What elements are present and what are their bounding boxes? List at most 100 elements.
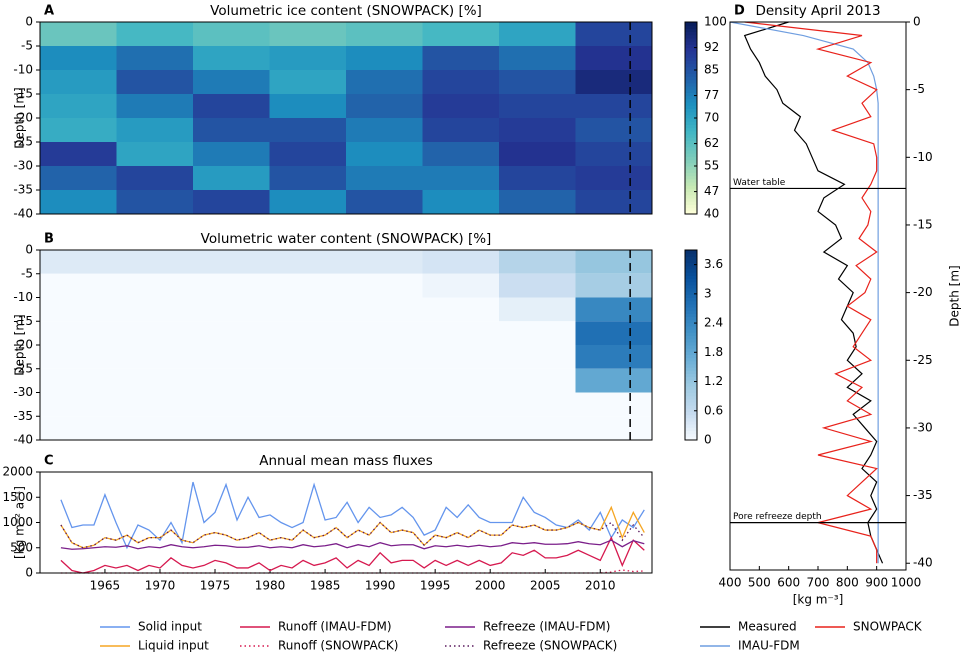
heat-cell — [193, 94, 270, 118]
colorbar-step — [685, 22, 697, 26]
colorbar-step — [685, 269, 697, 273]
colorbar-step — [685, 383, 697, 387]
x-tick-label: 500 — [748, 576, 771, 590]
colorbar-step — [685, 376, 697, 381]
heat-cell — [40, 273, 117, 298]
heat-cell — [40, 142, 117, 166]
heat-cell — [269, 142, 346, 166]
colorbar-label: 85 — [704, 63, 719, 77]
colorbar-step — [685, 114, 697, 119]
colorbar-step — [685, 172, 697, 177]
heat-cell — [193, 22, 270, 46]
heat-cell — [575, 46, 652, 70]
y-tick-label: -25 — [13, 361, 33, 375]
heat-cell — [269, 368, 346, 393]
heat-cell — [346, 321, 423, 345]
colorbar-step — [685, 275, 697, 279]
heat-cell — [40, 297, 117, 322]
heat-cell — [422, 416, 499, 440]
colorbar-step — [685, 354, 697, 359]
legend-label: Refreeze (SNOWPACK) — [483, 639, 617, 653]
heat-cell — [40, 118, 117, 142]
heat-cell — [575, 416, 652, 440]
colorbar-step — [685, 424, 697, 428]
heat-cell — [422, 22, 499, 46]
legend-label: Solid input — [138, 620, 202, 634]
heat-cell — [40, 321, 117, 345]
colorbar-step — [685, 421, 697, 425]
colorbar-step — [685, 182, 697, 186]
panel-label: C — [44, 454, 54, 469]
heat-cell — [269, 273, 346, 298]
plot-frame — [39, 471, 653, 574]
colorbar-step — [685, 121, 697, 125]
colorbar-step — [685, 265, 697, 270]
x-tick-label: 2005 — [530, 579, 561, 593]
heat-cell — [499, 166, 576, 190]
heat-cell — [422, 70, 499, 94]
heat-cell — [116, 22, 193, 46]
colorbar-label: 62 — [704, 136, 719, 150]
colorbar-step — [685, 44, 697, 49]
colorbar-step — [685, 253, 697, 257]
x-tick-label: 400 — [719, 576, 742, 590]
colorbar-step — [685, 50, 697, 55]
heat-cell — [116, 345, 193, 369]
heat-cell — [575, 345, 652, 369]
colorbar-step — [685, 95, 697, 100]
y-tick-label: -30 — [13, 159, 33, 173]
colorbar-step — [685, 118, 697, 122]
heat-cell — [116, 321, 193, 345]
plot-frame — [39, 249, 653, 441]
colorbar-step — [685, 360, 697, 365]
heat-cell — [499, 190, 576, 214]
heat-cell — [422, 368, 499, 393]
heat-cell — [422, 345, 499, 369]
heat-cell — [116, 416, 193, 440]
colorbar-step — [685, 262, 697, 267]
colorbar-step — [685, 307, 697, 311]
x-tick-label: 1980 — [255, 579, 286, 593]
y-tick-label: 0 — [25, 566, 33, 580]
heat-cell — [116, 297, 193, 322]
heat-cell — [40, 22, 117, 46]
heat-cell — [575, 166, 652, 190]
legend-label: Liquid input — [138, 639, 209, 653]
heat-cell — [499, 416, 576, 440]
x-tick-label: 900 — [865, 576, 888, 590]
colorbar-step — [685, 79, 697, 84]
heat-cell — [269, 416, 346, 440]
colorbar-label: 3 — [704, 286, 712, 300]
heat-cell — [346, 345, 423, 369]
y-tick-label: -5 — [21, 39, 33, 53]
heat-cell — [575, 368, 652, 393]
series-line — [60, 539, 645, 550]
heat-cell — [346, 416, 423, 440]
colorbar-step — [685, 140, 697, 145]
colorbar-step — [685, 54, 697, 58]
colorbar-step — [685, 392, 697, 397]
colorbar-label: 100 — [704, 15, 727, 29]
y-tick-label: -35 — [13, 183, 33, 197]
heat-cell — [575, 273, 652, 298]
y-tick-label: -40 — [913, 556, 933, 570]
heat-cell — [346, 94, 423, 118]
series-line — [60, 536, 645, 574]
heat-cell — [422, 190, 499, 214]
plot-frame — [729, 21, 907, 571]
heat-cell — [193, 273, 270, 298]
colorbar-step — [685, 326, 697, 330]
colorbar-label: 1.8 — [704, 345, 723, 359]
legend-label: Runoff (IMAU-FDM) — [278, 620, 392, 634]
colorbar-step — [685, 300, 697, 305]
colorbar-step — [685, 134, 697, 138]
colorbar-step — [685, 57, 697, 61]
colorbar-step — [685, 351, 697, 355]
x-tick-label: 2000 — [475, 579, 506, 593]
colorbar-step — [685, 207, 697, 212]
heat-cell — [40, 250, 117, 274]
colorbar-step — [685, 108, 697, 113]
heat-cell — [422, 118, 499, 142]
colorbar-step — [685, 402, 697, 406]
y-tick-label: -35 — [913, 488, 933, 502]
